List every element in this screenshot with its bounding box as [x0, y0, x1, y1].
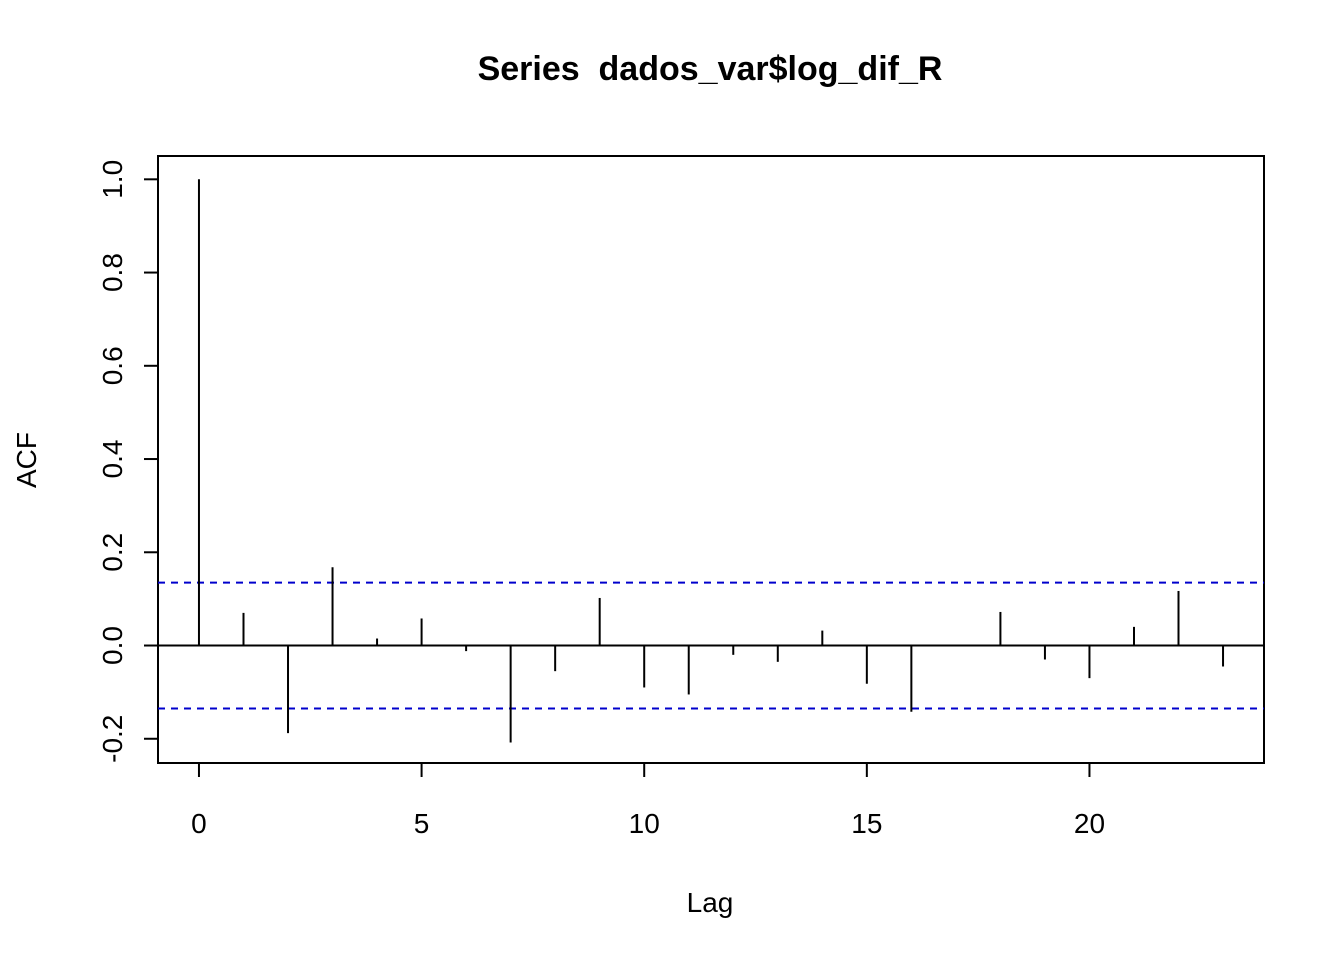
- plot-frame: [157, 155, 1265, 764]
- x-tick-label: 5: [414, 808, 430, 839]
- x-tick-label: 0: [191, 808, 207, 839]
- x-axis: 0 5 10 15 20: [191, 762, 1105, 839]
- y-tick-label: 0.0: [97, 626, 128, 665]
- x-tick-label: 10: [629, 808, 660, 839]
- acf-stems: [197, 179, 1225, 743]
- y-axis-label: ACF: [11, 432, 42, 488]
- y-tick-label: 0.2: [97, 533, 128, 572]
- y-tick-label: 1.0: [97, 160, 128, 199]
- y-axis: -0.2 0.0 0.2 0.4 0.6 0.8 1.0: [97, 160, 159, 763]
- y-tick-label: 0.6: [97, 346, 128, 385]
- x-axis-label: Lag: [687, 887, 734, 918]
- x-tick-label: 20: [1074, 808, 1105, 839]
- y-tick-label: -0.2: [97, 715, 128, 763]
- y-tick-label: 0.8: [97, 253, 128, 292]
- x-tick-label: 15: [851, 808, 882, 839]
- chart-title: Series dados_var$log_dif_R: [478, 50, 943, 88]
- confidence-lines: [158, 581, 1264, 710]
- y-tick-label: 0.4: [97, 440, 128, 479]
